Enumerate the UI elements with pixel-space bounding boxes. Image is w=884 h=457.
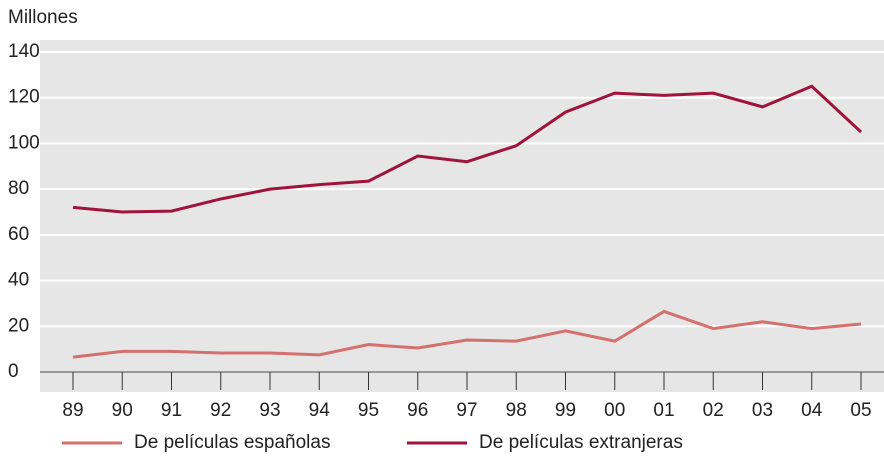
- x-tick-label: 00: [604, 400, 625, 421]
- x-tick-label: 05: [850, 400, 871, 421]
- x-tick-label: 03: [752, 400, 773, 421]
- line: [72, 84, 863, 214]
- y-tick-label: 140: [8, 41, 40, 62]
- line: [72, 309, 862, 359]
- x-tick-label: 93: [259, 400, 280, 421]
- x-tick-label: 89: [62, 400, 83, 421]
- x-tick-label: 02: [703, 400, 724, 421]
- x-tick-label: 96: [407, 400, 428, 421]
- y-tick-label: 80: [8, 178, 29, 199]
- x-tick-label: 97: [456, 400, 477, 421]
- y-tick-label: 60: [8, 224, 29, 245]
- x-tick-label: 99: [555, 400, 576, 421]
- x-tick-label: 04: [801, 400, 823, 421]
- y-axis-label: Millones: [8, 7, 78, 28]
- y-tick-label: 0: [8, 361, 19, 382]
- x-tick-label: 92: [210, 400, 231, 421]
- x-tick-label: 90: [112, 400, 133, 421]
- legend-label: De películas españolas: [134, 432, 330, 453]
- x-tick-label: 01: [653, 400, 674, 421]
- x-tick-label: 94: [309, 400, 331, 421]
- y-tick-label: 100: [8, 132, 40, 153]
- x-tick-label: 98: [506, 400, 527, 421]
- y-tick-label: 20: [8, 315, 29, 336]
- legend-label: De películas extranjeras: [479, 432, 683, 453]
- y-tick-label: 120: [8, 87, 40, 108]
- y-tick-label: 40: [8, 270, 29, 291]
- x-tick-label: 95: [358, 400, 379, 421]
- plot-background: [40, 40, 884, 392]
- x-tick-label: 91: [161, 400, 182, 421]
